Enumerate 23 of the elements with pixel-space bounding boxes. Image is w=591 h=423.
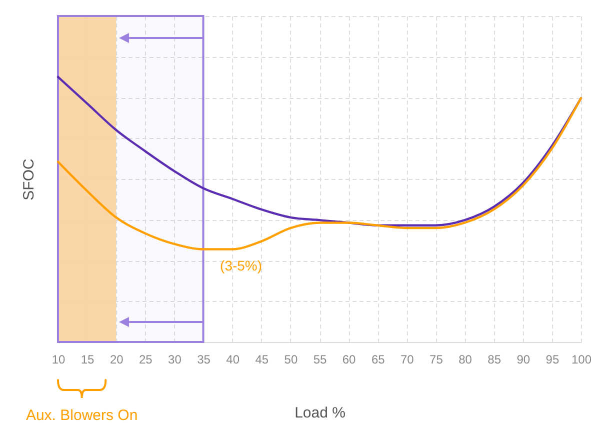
- x-tick-label: 40: [226, 352, 240, 366]
- x-tick-label: 85: [488, 352, 502, 366]
- x-tick-label: 60: [342, 352, 356, 366]
- x-tick-label: 15: [80, 352, 95, 366]
- x-tick-label: 90: [516, 352, 530, 366]
- x-tick-label: 75: [430, 352, 444, 366]
- x-axis-title: Load %: [294, 404, 346, 422]
- text: Aux. Blowers On: [26, 407, 138, 423]
- x-tick-label: 35: [197, 352, 211, 366]
- y-axis-title: SFOC: [20, 158, 38, 200]
- annotation: (3-5%): [220, 257, 262, 274]
- x-tick-label: 25: [138, 352, 153, 366]
- x-tick-label: 20: [110, 352, 124, 366]
- x-tick-label: 45: [255, 352, 269, 366]
- x-tick-label: 65: [371, 352, 386, 366]
- x-tick-label: 55: [313, 352, 327, 366]
- x-tick-label: 50: [284, 352, 298, 366]
- x-tick-label: 70: [400, 352, 414, 366]
- x-tick-label: 30: [168, 352, 182, 366]
- x-tick-label: 95: [546, 352, 560, 366]
- x-tick-label: 10: [52, 352, 66, 366]
- x-tick-label: 80: [458, 352, 472, 366]
- x-tick-label: 100: [571, 352, 591, 366]
